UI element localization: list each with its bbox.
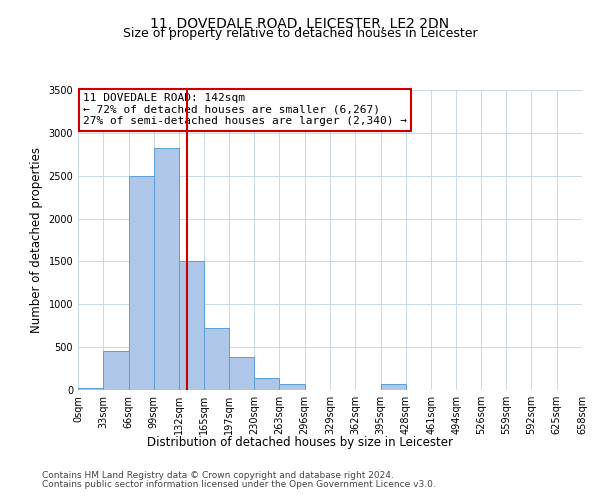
Bar <box>179 260 205 390</box>
Text: Contains HM Land Registry data © Crown copyright and database right 2024.: Contains HM Land Registry data © Crown c… <box>42 471 394 480</box>
Text: Size of property relative to detached houses in Leicester: Size of property relative to detached ho… <box>122 28 478 40</box>
Bar <box>380 384 406 390</box>
Text: Contains public sector information licensed under the Open Government Licence v3: Contains public sector information licen… <box>42 480 436 489</box>
Y-axis label: Number of detached properties: Number of detached properties <box>30 147 43 333</box>
Text: Distribution of detached houses by size in Leicester: Distribution of detached houses by size … <box>147 436 453 449</box>
Bar <box>103 350 128 390</box>
Bar <box>128 176 154 390</box>
Bar <box>254 378 280 390</box>
Bar <box>229 358 254 390</box>
Text: 11 DOVEDALE ROAD: 142sqm
← 72% of detached houses are smaller (6,267)
27% of sem: 11 DOVEDALE ROAD: 142sqm ← 72% of detach… <box>83 93 407 126</box>
Bar <box>280 384 305 390</box>
Bar <box>78 388 103 390</box>
Bar <box>205 328 229 390</box>
Bar <box>154 148 179 390</box>
Text: 11, DOVEDALE ROAD, LEICESTER, LE2 2DN: 11, DOVEDALE ROAD, LEICESTER, LE2 2DN <box>151 18 449 32</box>
